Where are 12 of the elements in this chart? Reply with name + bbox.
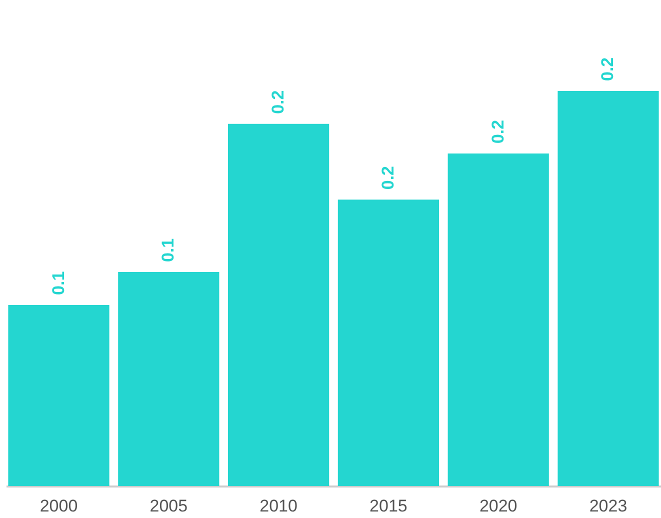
- x-tick-label: 2020: [479, 496, 518, 516]
- data-label: 0.2: [598, 57, 618, 81]
- data-label: 0.2: [488, 120, 508, 144]
- data-label: 0.1: [158, 238, 178, 262]
- data-label: 0.1: [48, 271, 68, 295]
- x-tick-label: 2000: [40, 496, 78, 516]
- x-tick-label: 2010: [260, 496, 298, 516]
- data-label: 0.2: [378, 166, 398, 190]
- x-tick-label: 2015: [370, 496, 408, 516]
- x-tick-label: 2023: [589, 496, 628, 516]
- x-tick-label: 2005: [150, 496, 188, 516]
- data-label: 0.2: [268, 90, 288, 114]
